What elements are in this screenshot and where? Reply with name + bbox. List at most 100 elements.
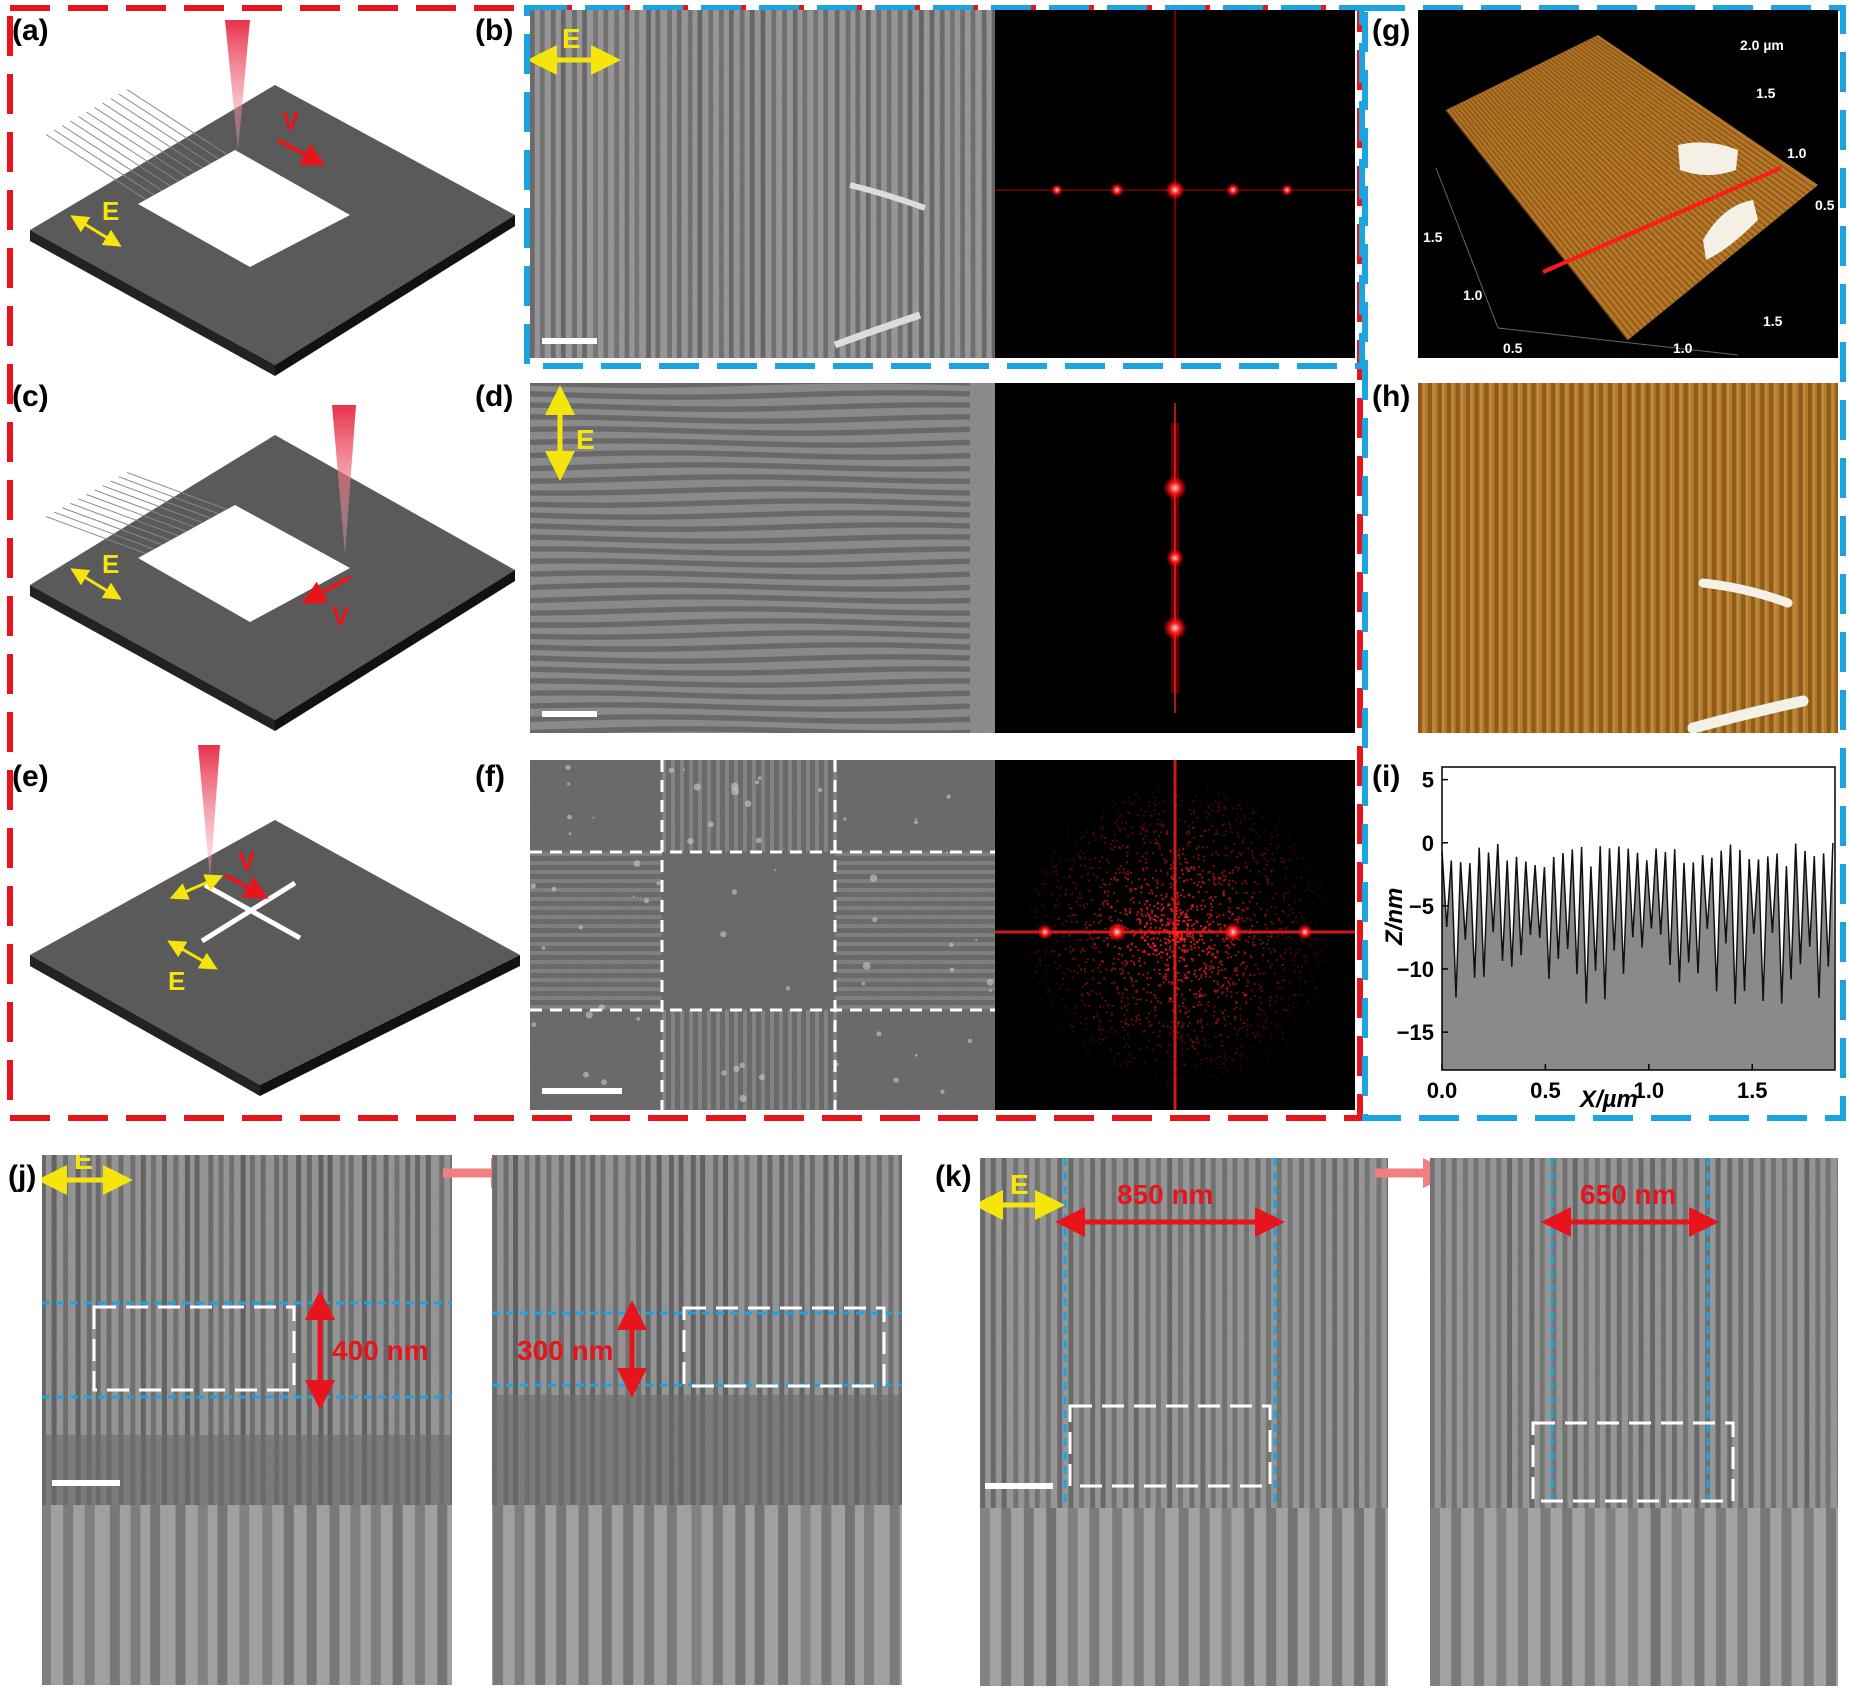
fft-image-f bbox=[995, 760, 1355, 1110]
grating-area bbox=[45, 89, 350, 267]
fft-peak bbox=[1163, 476, 1187, 500]
fft-peak bbox=[1166, 549, 1184, 567]
field-label: E bbox=[576, 424, 595, 455]
fft-peak bbox=[1051, 184, 1063, 196]
panel-label-b: (b) bbox=[475, 14, 514, 47]
schematic-a: V E bbox=[30, 20, 515, 376]
substrate-side-left bbox=[30, 955, 260, 1096]
panel-label-i: (i) bbox=[1372, 760, 1401, 793]
axis-tick-label: 2.0 µm bbox=[1740, 37, 1784, 53]
x-tick-label: 1.5 bbox=[1737, 1078, 1768, 1103]
substrate-side-right bbox=[260, 955, 520, 1096]
scale-bar bbox=[542, 1088, 622, 1094]
field-arrow-icon-2 bbox=[167, 940, 218, 970]
panel-label-d: (d) bbox=[475, 380, 514, 413]
axis-tick-label: 0.5 bbox=[1815, 197, 1835, 213]
axis-tick-label: 1.5 bbox=[1756, 85, 1776, 101]
afm-3d-image-g: 2.0 µm 1.5 1.0 0.5 1.5 1.0 0.5 1.5 1.0 bbox=[1418, 10, 1838, 358]
panel-label-g: (g) bbox=[1372, 14, 1411, 47]
scale-bar bbox=[542, 711, 597, 717]
x-axis-label: X/µm bbox=[1578, 1086, 1638, 1113]
scan-line-2 bbox=[200, 880, 297, 944]
y-tick-label: −10 bbox=[1397, 957, 1434, 982]
sem-zoom-k-after bbox=[1430, 1508, 1838, 1686]
fft-peak bbox=[1226, 183, 1240, 197]
zoom-region-outline bbox=[1531, 1421, 1735, 1503]
zoom-region-outline bbox=[1068, 1404, 1272, 1488]
velocity-label: V bbox=[238, 846, 256, 876]
profile-line bbox=[1542, 166, 1782, 274]
velocity-label: V bbox=[332, 601, 350, 631]
velocity-label: V bbox=[282, 106, 300, 136]
blue-dashed-frame-right bbox=[1362, 5, 1846, 1121]
sem-image-j-after: 300 nm bbox=[492, 1155, 902, 1505]
fft-peak bbox=[1107, 922, 1127, 942]
field-label: E bbox=[1010, 1169, 1029, 1200]
field-label: E bbox=[562, 23, 581, 54]
field-label: E bbox=[102, 549, 119, 579]
red-dashed-frame bbox=[7, 5, 1363, 1121]
y-tick-label: −5 bbox=[1409, 894, 1434, 919]
fft-peak bbox=[1165, 180, 1185, 200]
schematic-e: V E bbox=[30, 745, 520, 1096]
scale-bar bbox=[52, 1480, 120, 1486]
laser-beam-icon bbox=[332, 405, 356, 555]
sem-image-d: E bbox=[530, 383, 995, 733]
panel-label-j: (j) bbox=[8, 1160, 37, 1193]
width-label: 650 nm bbox=[1580, 1179, 1677, 1210]
substrate-side-right bbox=[275, 570, 515, 731]
fft-image-b bbox=[995, 10, 1355, 358]
velocity-arrow-icon bbox=[301, 575, 351, 604]
x-tick-label: 0.5 bbox=[1530, 1078, 1561, 1103]
substrate-top bbox=[30, 820, 520, 1085]
velocity-arrow-icon bbox=[224, 873, 269, 899]
height-profile-chart: 0.0 0.5 1.0 1.5 5 0 −5 −10 −15 X/µm Z/nm bbox=[1381, 766, 1836, 1113]
sem-zoom-j-after bbox=[492, 1505, 902, 1685]
plot-frame bbox=[1441, 766, 1836, 1071]
surface-particle bbox=[1687, 695, 1809, 733]
scale-bar bbox=[542, 338, 597, 344]
surface-particle bbox=[1678, 142, 1738, 175]
field-arrow-icon bbox=[70, 568, 122, 600]
field-label: E bbox=[74, 1155, 93, 1175]
debris bbox=[833, 311, 922, 349]
width-label: 300 nm bbox=[517, 1335, 614, 1366]
panel-label-a: (a) bbox=[12, 14, 49, 47]
panel-label-h: (h) bbox=[1372, 380, 1411, 413]
sem-image-k-after: 650 nm bbox=[1430, 1158, 1838, 1508]
fft-peak bbox=[1037, 924, 1053, 940]
field-label: E bbox=[102, 196, 119, 226]
fft-image-d bbox=[995, 383, 1355, 733]
zoom-region-outline bbox=[92, 1305, 296, 1392]
axis-tick-label: 1.0 bbox=[1787, 145, 1807, 161]
axis-tick-label: 1.5 bbox=[1423, 229, 1443, 245]
velocity-arrow-icon bbox=[277, 138, 326, 166]
field-arrow-icon bbox=[70, 215, 122, 247]
substrate-side-right bbox=[275, 215, 515, 376]
laser-beam-icon bbox=[225, 20, 250, 150]
substrate-side-left bbox=[30, 230, 275, 376]
crossing-region-outline bbox=[530, 760, 995, 1110]
sem-image-b: E bbox=[530, 10, 995, 358]
sem-image-f bbox=[530, 760, 995, 1110]
profile-area bbox=[1442, 843, 1835, 1070]
sem-zoom-j-before bbox=[42, 1505, 452, 1685]
profile-line bbox=[1441, 842, 1834, 1004]
panel-label-e: (e) bbox=[12, 760, 49, 793]
zoom-region-outline bbox=[682, 1306, 886, 1388]
axis-tick-label: 0.5 bbox=[1503, 340, 1523, 356]
fft-peak bbox=[1110, 183, 1124, 197]
grating-area bbox=[45, 471, 350, 622]
y-axis-label: Z/nm bbox=[1381, 888, 1408, 946]
axis-tick-label: 1.0 bbox=[1463, 287, 1483, 303]
fft-peak bbox=[1223, 922, 1243, 942]
x-tick-label: 1.0 bbox=[1634, 1078, 1665, 1103]
axis-tick-label: 1.5 bbox=[1763, 313, 1783, 329]
field-arrow-icon bbox=[169, 874, 224, 900]
debris bbox=[849, 182, 927, 211]
field-label: E bbox=[168, 966, 185, 996]
panel-label-k: (k) bbox=[935, 1160, 972, 1193]
y-tick-label: −15 bbox=[1397, 1020, 1434, 1045]
afm-2d-image-h bbox=[1418, 383, 1838, 733]
